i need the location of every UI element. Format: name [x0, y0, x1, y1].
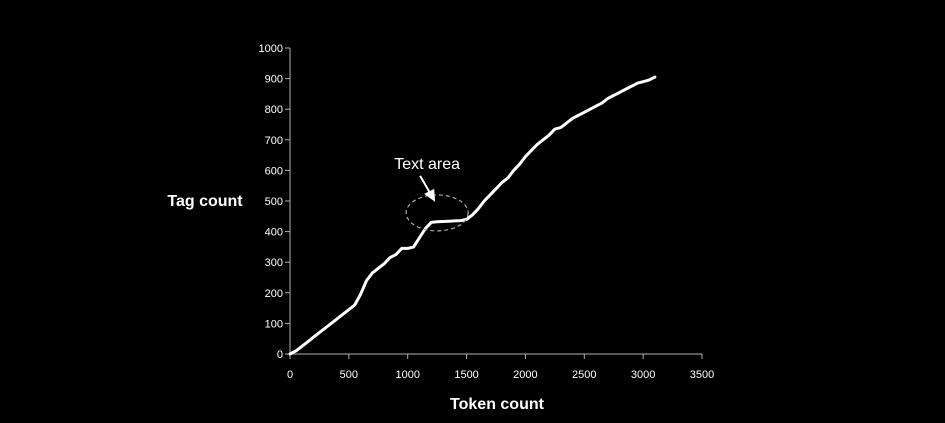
x-tick-label: 0 — [287, 369, 293, 381]
y-tick-label: 1000 — [259, 43, 283, 55]
y-tick-label: 800 — [265, 104, 283, 116]
x-tick-label: 3500 — [690, 369, 714, 381]
y-tick-label: 300 — [265, 257, 283, 269]
y-axis-title: Tag count — [167, 193, 243, 210]
y-tick-label: 100 — [265, 318, 283, 330]
y-tick-label: 900 — [265, 74, 283, 86]
x-tick-label: 3000 — [631, 369, 655, 381]
y-axis-ticks: 0 100 200 300 400 500 600 700 800 900 1000 — [259, 43, 290, 361]
y-tick-label: 200 — [265, 288, 283, 300]
annotation-arrowhead — [424, 188, 436, 202]
text-area-annotation: Text area — [394, 156, 469, 232]
x-tick-label: 500 — [340, 369, 358, 381]
series-points — [289, 76, 656, 355]
x-tick-label: 1000 — [395, 369, 419, 381]
x-axis-title: Token count — [450, 396, 545, 413]
y-tick-label: 600 — [265, 165, 283, 177]
annotation-label: Text area — [394, 156, 460, 173]
x-tick-label: 2000 — [513, 369, 537, 381]
annotation-ellipse — [405, 194, 469, 232]
y-tick-label: 500 — [265, 196, 283, 208]
x-axis-ticks: 0 500 1000 1500 2000 2500 3000 3500 — [287, 354, 714, 381]
x-tick-label: 1500 — [454, 369, 478, 381]
y-tick-label: 700 — [265, 135, 283, 147]
series-line-tag-count — [288, 75, 657, 356]
y-tick-label: 0 — [277, 349, 283, 361]
x-tick-label: 2500 — [572, 369, 596, 381]
y-tick-label: 400 — [265, 227, 283, 239]
